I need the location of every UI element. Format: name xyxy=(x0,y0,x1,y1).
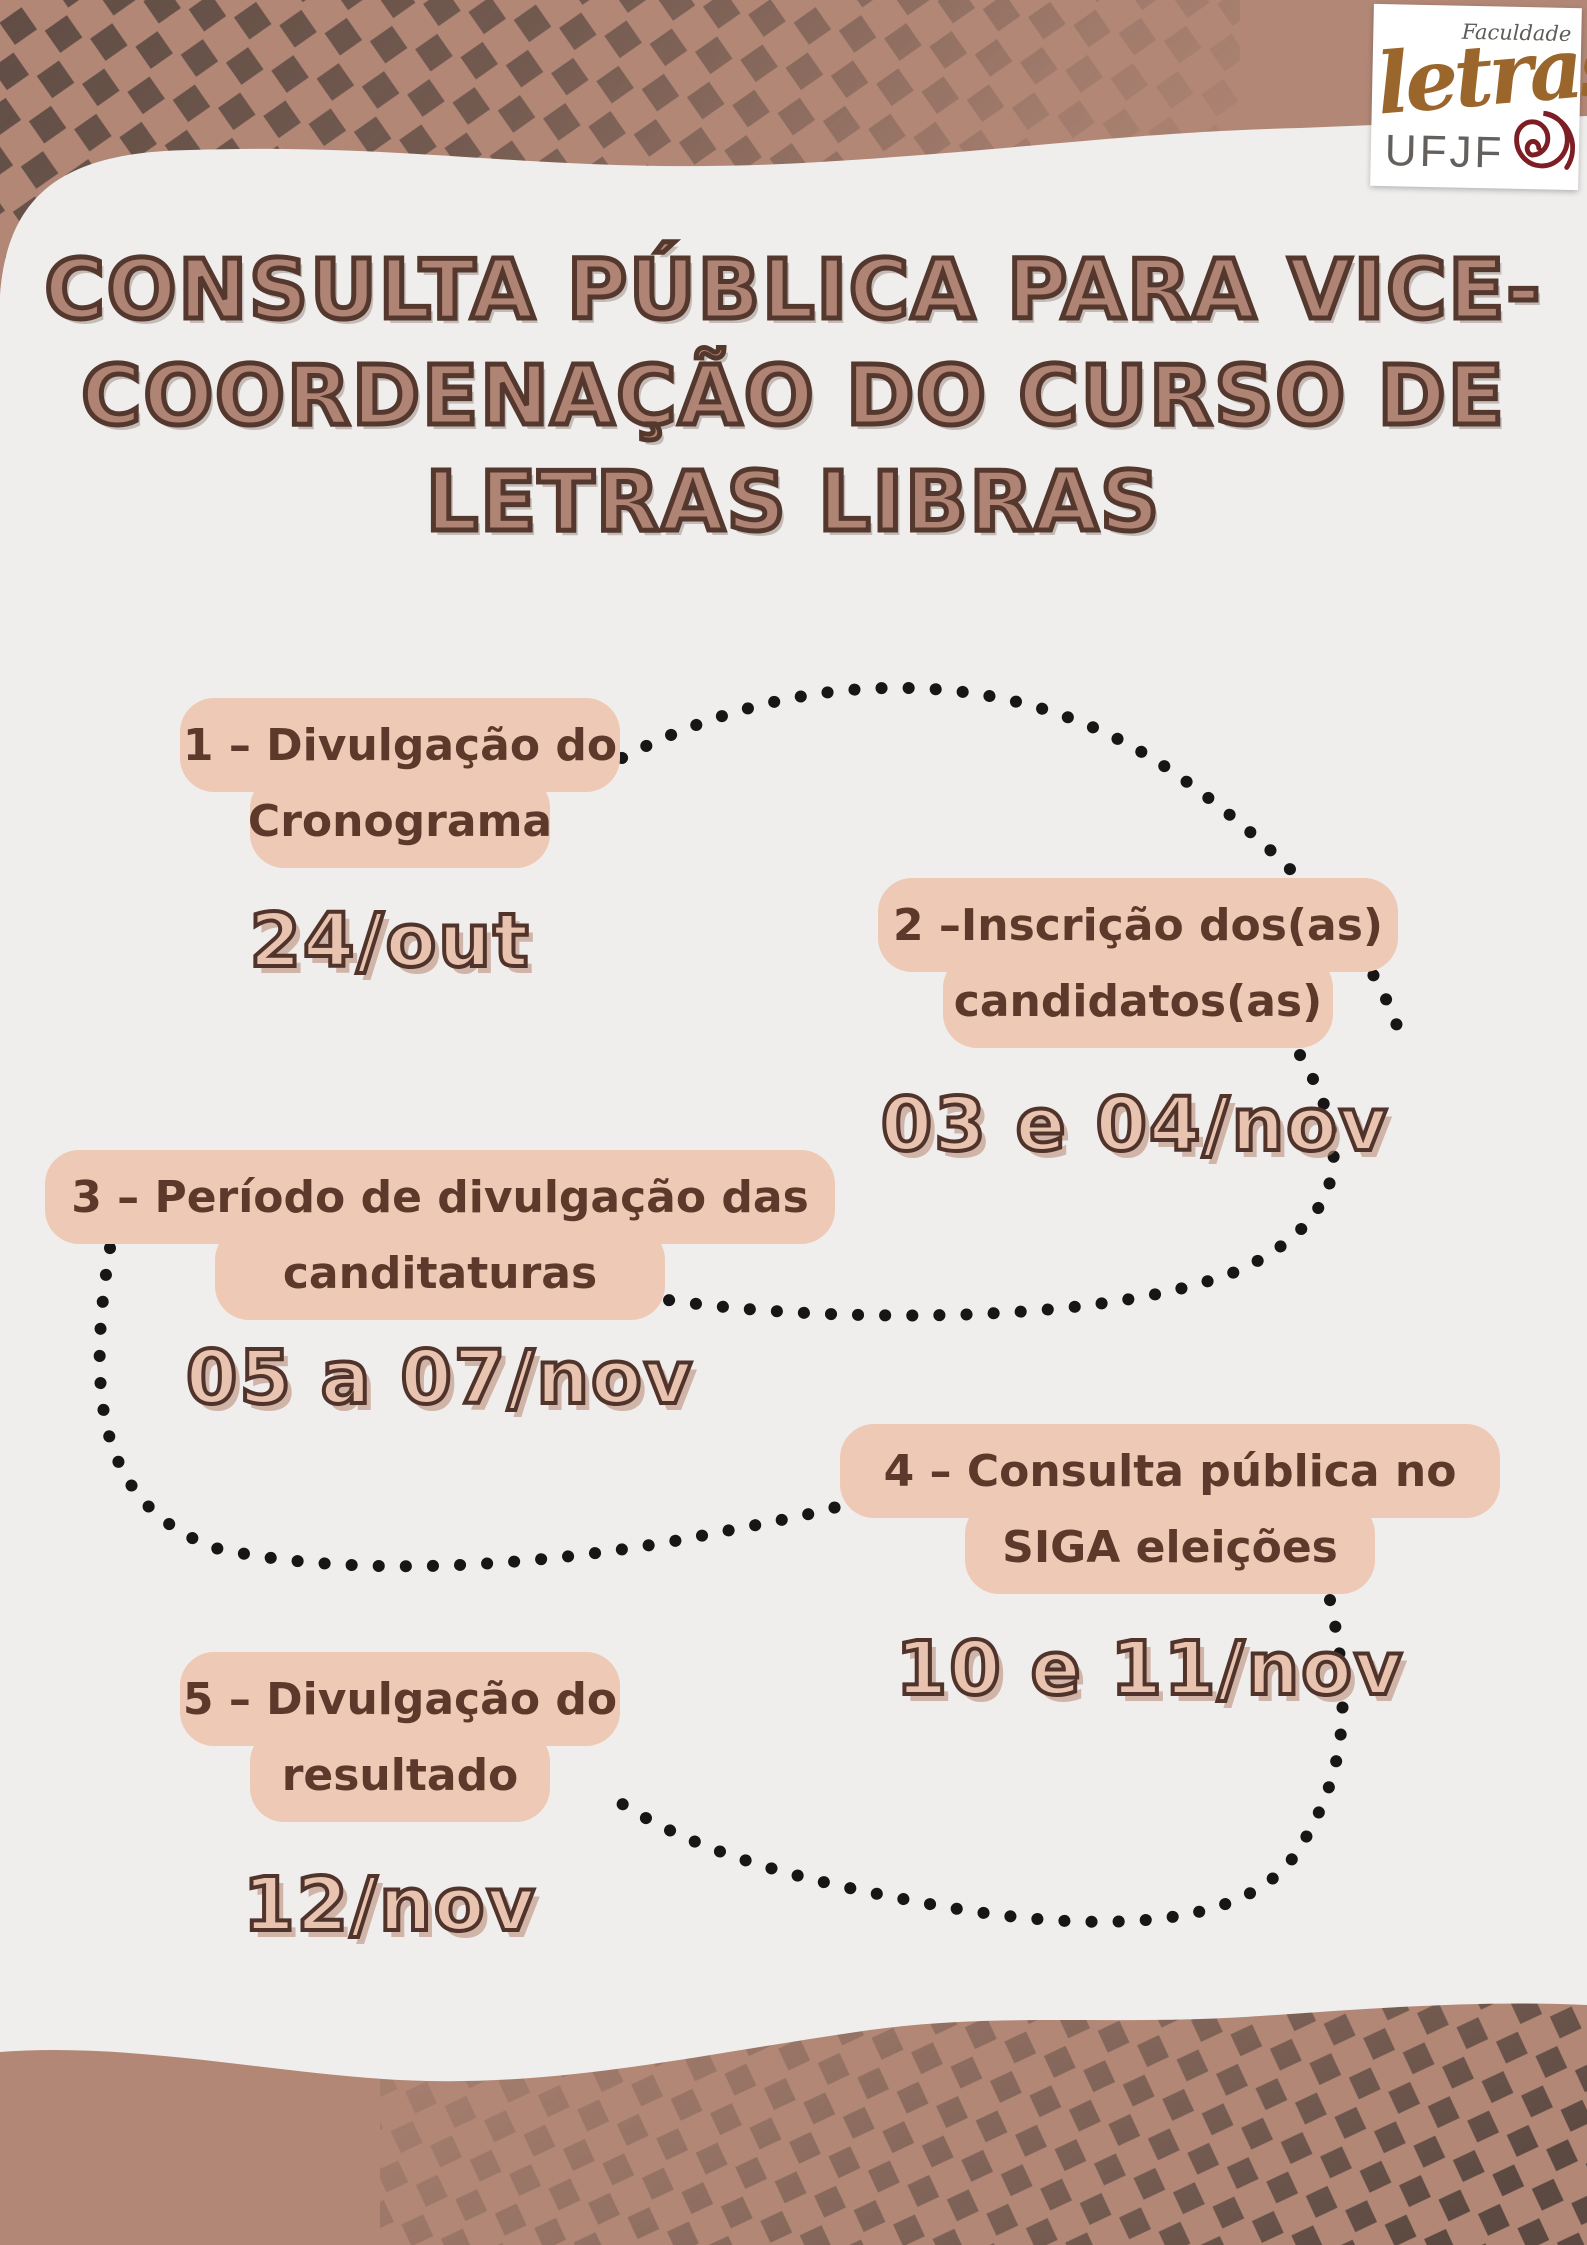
logo-ufjf-text: UFJF xyxy=(1384,126,1505,178)
step-1-date: 24/out xyxy=(248,896,531,986)
step-4-date: 10 e 11/nov xyxy=(894,1624,1405,1714)
step-3-date: 05 a 07/nov xyxy=(184,1333,695,1423)
step-1-line-2: Cronograma xyxy=(248,774,552,868)
connector-step2-step3 xyxy=(662,1049,1340,1322)
step-3-line-2: canditaturas xyxy=(215,1226,665,1320)
page-title: CONSULTA PÚBLICA PARA VICE- COORDENAÇÃO … xyxy=(0,238,1587,556)
step-4-line-1: 4 – Consulta pública no xyxy=(840,1424,1500,1518)
step-4-box: 4 – Consulta pública no SIGA eleições xyxy=(840,1424,1500,1594)
step-1-box: 1 – Divulgação do Cronograma xyxy=(180,698,620,868)
logo-faculdade-letras-ufjf: Faculdade letras UFJF xyxy=(1370,3,1587,191)
spiral-icon xyxy=(1514,110,1576,170)
connector-step4-step5 xyxy=(596,1594,1349,1928)
step-5-box: 5 – Divulgação do resultado xyxy=(180,1652,620,1822)
title-line-3: LETRAS LIBRAS xyxy=(423,453,1162,553)
step-2-line-2: candidatos(as) xyxy=(943,954,1333,1048)
title-line-1: CONSULTA PÚBLICA PARA VICE- xyxy=(42,241,1543,341)
step-3-line-1: 3 – Período de divulgação das xyxy=(45,1150,835,1244)
step-5-line-2: resultado xyxy=(250,1728,550,1822)
step-2-date: 03 e 04/nov xyxy=(879,1080,1390,1170)
title-line-2: COORDENAÇÃO DO CURSO DE xyxy=(79,347,1506,447)
step-3-box: 3 – Período de divulgação das canditatur… xyxy=(45,1150,835,1320)
step-4-line-2: SIGA eleições xyxy=(965,1500,1375,1594)
step-2-box: 2 –Inscrição dos(as) candidatos(as) xyxy=(878,878,1398,1048)
step-5-date: 12/nov xyxy=(241,1860,537,1950)
